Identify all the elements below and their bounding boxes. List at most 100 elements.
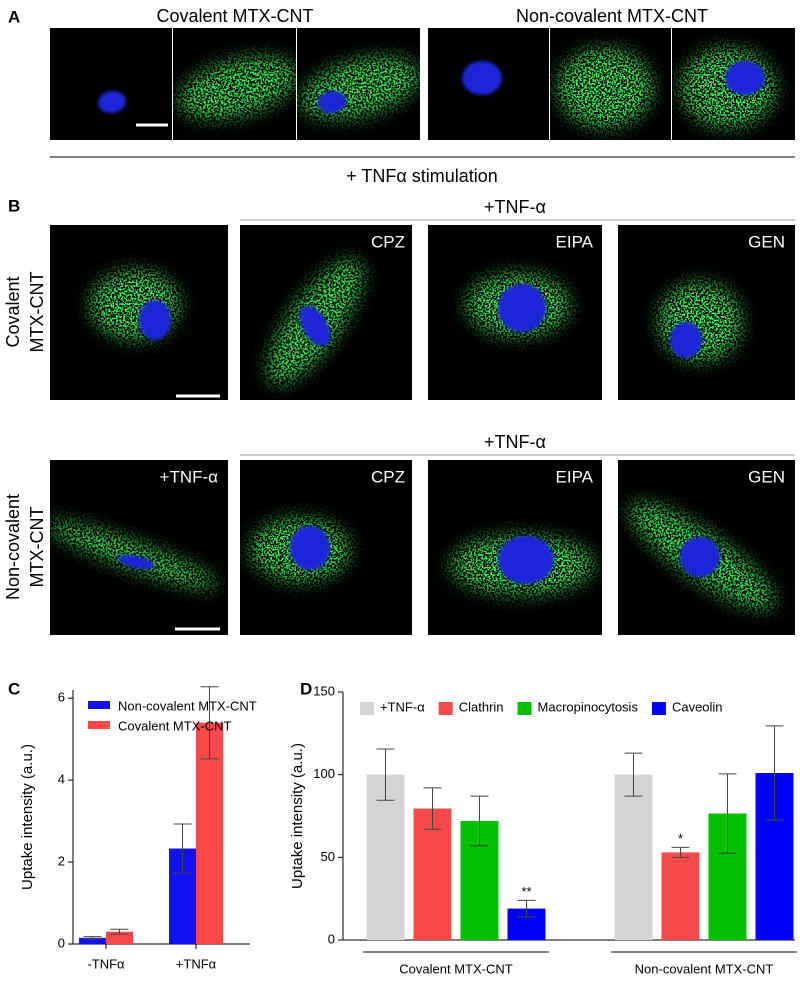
nucleus: [318, 90, 346, 114]
group-header: +TNF-α: [484, 197, 546, 217]
nucleus: [118, 555, 154, 569]
bar: [196, 722, 223, 944]
cell: [90, 270, 180, 340]
legend-swatch: [360, 702, 374, 715]
bar: [413, 808, 452, 940]
error-bar: [624, 752, 643, 797]
significance: **: [521, 884, 531, 899]
panel-label: D: [300, 679, 312, 698]
legend-label: Macropinocytosis: [538, 699, 639, 714]
error-bar: [671, 846, 690, 858]
nucleus: [725, 61, 765, 95]
inset-label: CPZ: [371, 232, 405, 251]
panel-title: Non-covalent MTX-CNT: [516, 6, 708, 26]
legend-label: Non-covalent MTX-CNT: [118, 698, 257, 713]
row-label: Covalent: [3, 276, 23, 347]
inset-label: GEN: [748, 467, 785, 486]
inset-label: EIPA: [556, 232, 594, 251]
nucleus: [462, 61, 502, 95]
x-tick-label: +TNFα: [176, 956, 217, 971]
inset-label: +TNF-α: [160, 467, 219, 486]
cell: [466, 273, 570, 337]
legend-swatch: [438, 702, 453, 715]
cytoplasm: [557, 48, 653, 128]
micrographs: [50, 28, 795, 635]
nucleus: [98, 90, 126, 114]
row-label: MTX-CNT: [27, 507, 47, 588]
cell: [98, 90, 126, 114]
y-tick-label: 4: [58, 772, 65, 787]
cytoplasm: [680, 48, 776, 128]
nucleus: [680, 537, 720, 577]
nucleus: [498, 536, 554, 584]
bar: [106, 931, 133, 944]
panel-label: C: [8, 679, 20, 698]
cell: [266, 258, 364, 386]
cell: [450, 535, 594, 595]
bar: [366, 774, 405, 940]
error-bar: [765, 725, 784, 821]
cell: [177, 56, 296, 120]
inset-label: EIPA: [556, 467, 594, 486]
error-bar: [83, 936, 102, 940]
bar: [661, 852, 700, 940]
legend-label: Caveolin: [672, 699, 723, 714]
cell: [50, 520, 219, 590]
error-bar: [376, 748, 395, 801]
cell: [628, 501, 776, 611]
y-tick-label: 0: [328, 931, 335, 946]
legend-swatch: [651, 702, 666, 715]
row-label: MTX-CNT: [27, 272, 47, 353]
x-tick-label: Covalent MTX-CNT: [399, 961, 512, 976]
x-tick-label: Non-covalent MTX-CNT: [635, 961, 774, 976]
y-tick-label: 150: [313, 683, 335, 698]
error-bar: [423, 787, 442, 830]
cell: [658, 282, 742, 362]
panel-label: B: [8, 196, 20, 215]
caption: + TNFα stimulation: [346, 166, 498, 186]
cytoplasm: [177, 56, 296, 120]
significance: *: [678, 831, 683, 846]
bar: [79, 937, 106, 944]
cell: [462, 61, 502, 95]
error-bar: [173, 823, 192, 874]
legend-label: Clathrin: [459, 699, 504, 714]
error-bar: [470, 795, 489, 847]
micrograph: [50, 28, 172, 140]
cytoplasm: [50, 520, 219, 590]
y-tick-label: 6: [58, 690, 65, 705]
legend-swatch: [517, 702, 532, 715]
y-tick-label: 0: [58, 935, 65, 950]
error-bar: [718, 773, 737, 854]
legend-label: +TNF-α: [380, 699, 425, 714]
cytoplasm: [658, 282, 742, 362]
cell: [680, 48, 776, 128]
y-axis-label: Uptake intensity (a.u.): [19, 744, 36, 890]
error-bar: [200, 686, 219, 760]
panel-label: A: [8, 7, 20, 26]
cell: [250, 518, 350, 582]
x-tick-label: -TNFα: [87, 956, 125, 971]
nucleus: [290, 526, 330, 570]
group-header: +TNF-α: [484, 432, 546, 452]
cell: [299, 56, 420, 120]
nucleus: [299, 306, 331, 346]
bar: [614, 774, 653, 940]
panel-title: Covalent MTX-CNT: [156, 6, 313, 26]
legend-swatch: [88, 721, 110, 729]
error-bar: [517, 899, 536, 918]
nucleus: [670, 322, 702, 358]
y-axis-label: Uptake intensity (a.u.): [289, 743, 306, 889]
cell: [557, 48, 653, 128]
legend-label: Covalent MTX-CNT: [118, 718, 231, 733]
y-tick-label: 50: [321, 849, 335, 864]
legend-swatch: [88, 701, 110, 709]
y-tick-label: 100: [313, 766, 335, 781]
inset-label: GEN: [748, 232, 785, 251]
nucleus: [498, 284, 546, 332]
nucleus: [139, 300, 171, 340]
y-tick-label: 2: [58, 854, 65, 869]
inset-label: CPZ: [371, 467, 405, 486]
row-label: Non-covalent: [3, 494, 23, 600]
